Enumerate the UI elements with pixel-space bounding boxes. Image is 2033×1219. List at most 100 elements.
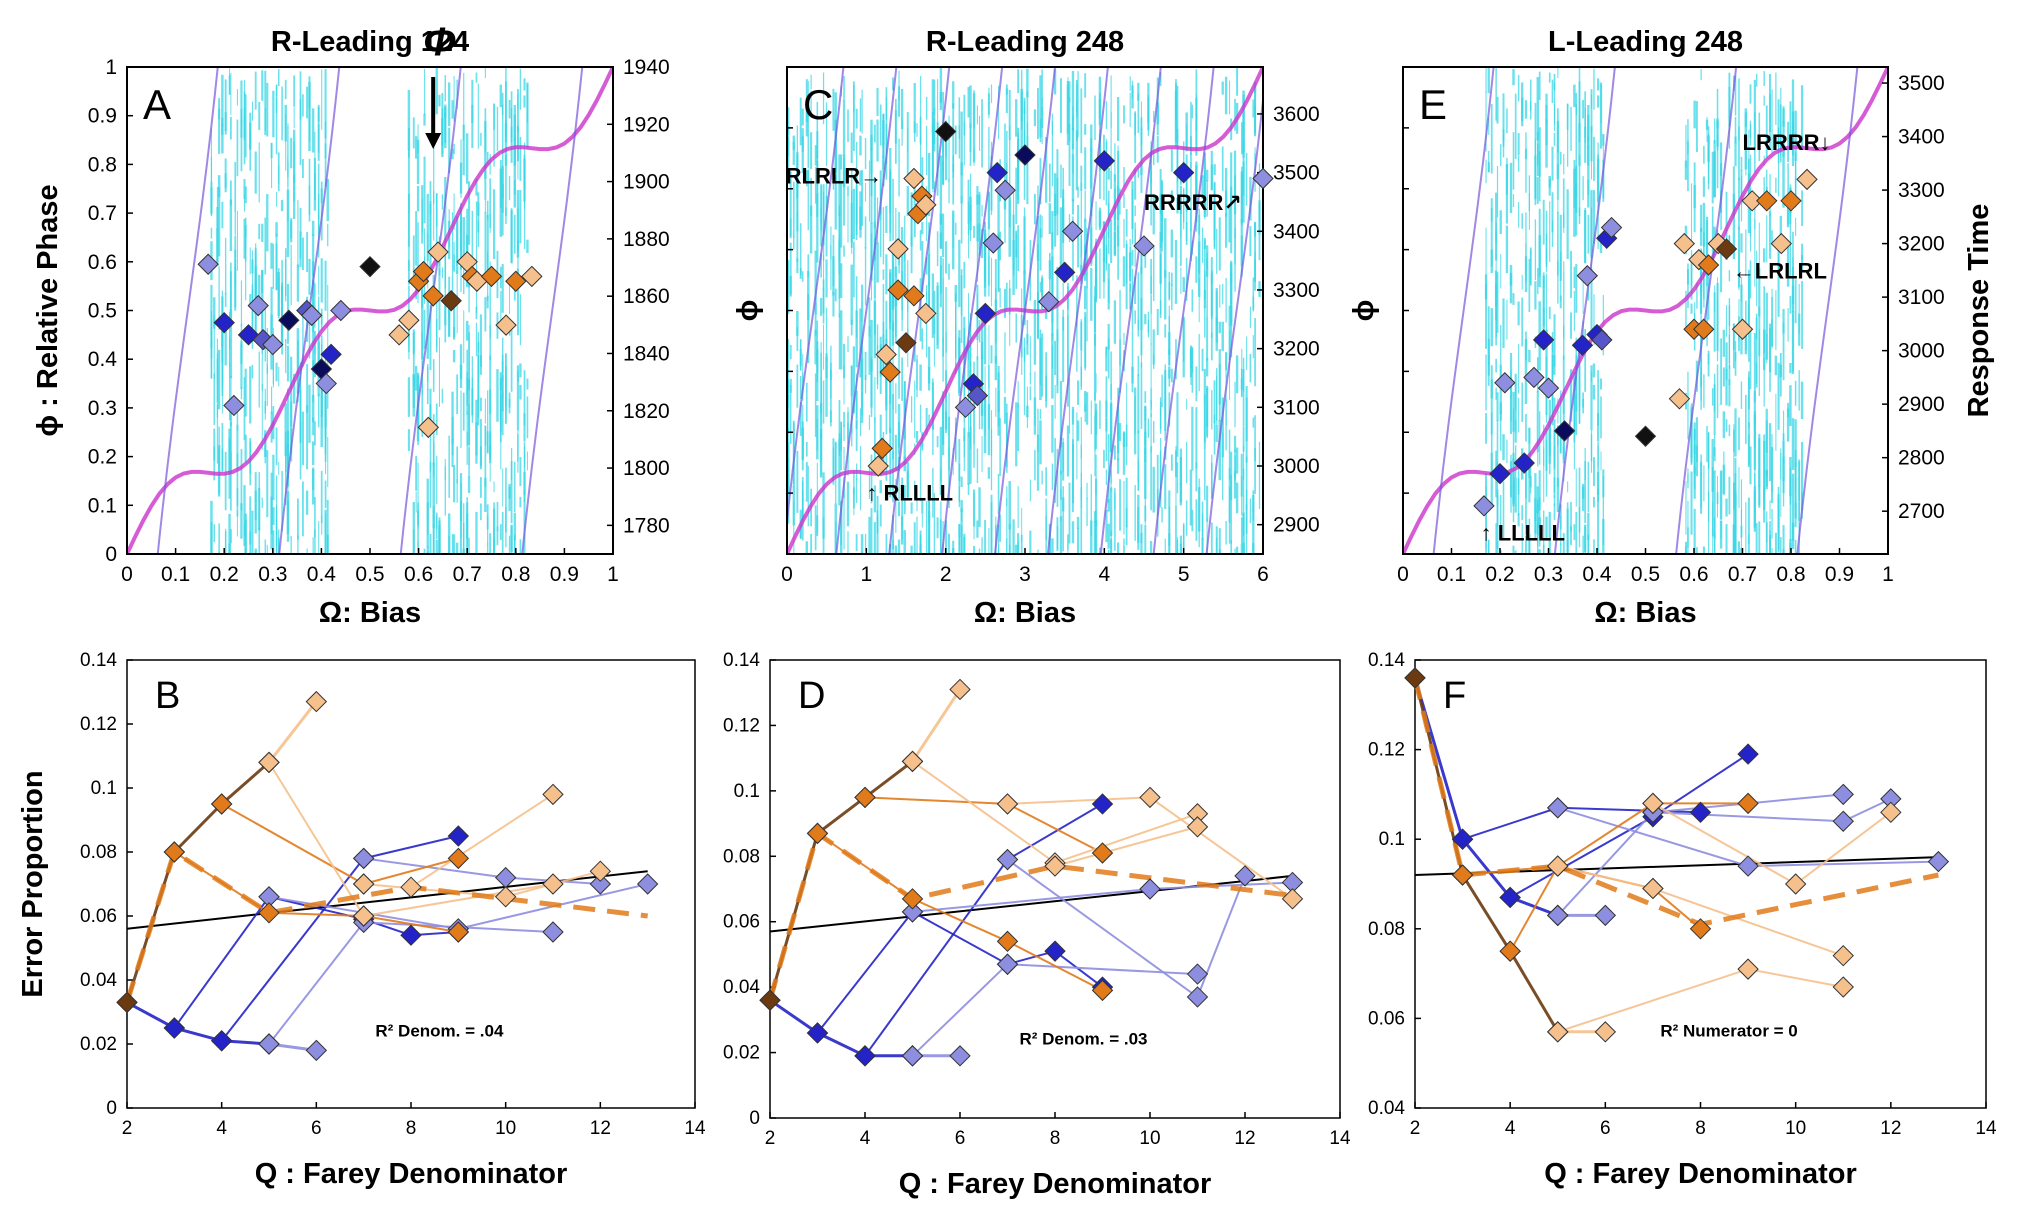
x-tick-label: 3: [1019, 563, 1031, 586]
y2-tick-label: 1900: [623, 171, 670, 194]
data-point: [1600, 216, 1623, 239]
x-tick-label: 0.7: [453, 563, 482, 586]
y-tick-label: 0.8: [88, 153, 117, 176]
phase-curve: [1403, 67, 1888, 554]
y2-axis-label: Response Time: [1963, 204, 1995, 418]
data-point: [258, 902, 280, 924]
r2-annotation: R² Denom. = .03: [1019, 1030, 1147, 1049]
data-point: [1591, 329, 1613, 351]
x-tick-label: 0.9: [550, 563, 579, 586]
annotation: ←LRLRL: [1733, 258, 1827, 283]
y-tick-label: 0.06: [723, 912, 760, 933]
x-tick-label: 8: [406, 1118, 417, 1139]
data-point: [1547, 797, 1569, 819]
data-point: [1668, 388, 1691, 410]
x-tick-label: 4: [1098, 563, 1110, 586]
y2-tick-label: 1860: [623, 285, 670, 308]
data-point: [806, 822, 829, 845]
data-point: [966, 384, 989, 407]
x-axis-label: Ω: Bias: [1594, 597, 1696, 629]
y-tick-label: 0.04: [723, 977, 760, 998]
data-point: [1571, 334, 1594, 356]
data-point: [505, 270, 527, 292]
phase-curve: [521, 67, 584, 554]
phi-arrowhead: [425, 133, 442, 149]
annotation: RRRRR↗: [1144, 190, 1242, 215]
data-point: [1553, 420, 1576, 442]
y-tick-label: 0.08: [723, 846, 760, 867]
x-tick-label: 4: [216, 1118, 227, 1139]
data-point: [422, 285, 444, 307]
data-point: [1697, 254, 1720, 276]
data-point: [305, 1039, 328, 1062]
y2-tick-label: 2800: [1898, 447, 1945, 470]
y-tick-label: 0.1: [734, 781, 760, 802]
x-tick-label: 4: [860, 1128, 871, 1149]
data-point: [542, 921, 564, 943]
data-point: [210, 793, 233, 815]
data-point: [1880, 801, 1902, 824]
phi-marker: Φ: [423, 20, 456, 64]
x-tick-label: 0.8: [501, 563, 530, 586]
data-point: [1044, 855, 1066, 877]
data-point: [589, 873, 612, 895]
y-tick-label: 0.9: [88, 105, 117, 128]
data-point: [1737, 958, 1759, 980]
data-point: [1044, 940, 1066, 962]
y2-tick-label: 3100: [1898, 286, 1945, 309]
data-point: [330, 299, 352, 322]
x-tick-label: 6: [1257, 563, 1269, 586]
data-point: [1770, 232, 1793, 255]
data-point: [1692, 318, 1715, 340]
series-line-blue-boundary: [769, 998, 913, 1058]
data-point: [901, 750, 924, 773]
data-point: [213, 311, 235, 334]
data-point: [1133, 235, 1155, 257]
y2-tick-label: 3600: [1273, 103, 1320, 126]
data-point: [400, 876, 422, 898]
data-point: [400, 924, 422, 946]
x-tick-label: 1: [607, 563, 619, 586]
panel-label: B: [155, 675, 180, 717]
panel-label: D: [798, 675, 825, 717]
x-tick-label: 1: [860, 563, 872, 586]
data-point: [440, 290, 462, 312]
x-axis-label: Q : Farey Denominator: [899, 1168, 1212, 1200]
y2-tick-label: 1880: [623, 228, 670, 251]
data-point: [210, 1030, 233, 1052]
x-axis-label: Q : Farey Denominator: [255, 1158, 568, 1190]
phase-curve: [1553, 67, 1616, 554]
data-point: [116, 991, 138, 1014]
y-tick-label: 0.06: [1368, 1008, 1405, 1029]
data-point: [1689, 801, 1712, 824]
data-point: [1673, 232, 1696, 255]
y-tick-label: 0.08: [1368, 919, 1405, 940]
phase-curve: [1432, 67, 1495, 554]
y-tick-label: 0: [105, 543, 117, 566]
y2-tick-label: 1800: [623, 457, 670, 480]
y-tick-label: 0.4: [88, 348, 118, 371]
data-point: [495, 314, 517, 336]
data-point: [1091, 979, 1114, 1002]
data-point: [1494, 372, 1516, 394]
x-tick-label: 4: [1505, 1118, 1516, 1139]
data-point: [636, 873, 659, 895]
data-point: [887, 238, 909, 260]
data-point: [901, 901, 924, 923]
data-point: [1053, 261, 1076, 284]
data-point: [1234, 865, 1256, 887]
x-tick-label: 2: [122, 1118, 133, 1139]
y2-tick-label: 1840: [623, 342, 670, 365]
data-point: [1532, 329, 1555, 351]
panel-label: C: [803, 81, 833, 128]
y-tick-label: 0.1: [88, 494, 117, 517]
y2-tick-label: 3400: [1273, 220, 1320, 243]
data-point: [480, 265, 503, 288]
x-tick-label: 0.7: [1728, 563, 1757, 586]
phase-curve: [127, 67, 613, 554]
data-point: [359, 255, 381, 278]
data-point: [447, 825, 470, 847]
y2-tick-label: 3500: [1898, 72, 1945, 95]
y-tick-label: 0.5: [88, 300, 117, 323]
data-point: [223, 394, 245, 417]
